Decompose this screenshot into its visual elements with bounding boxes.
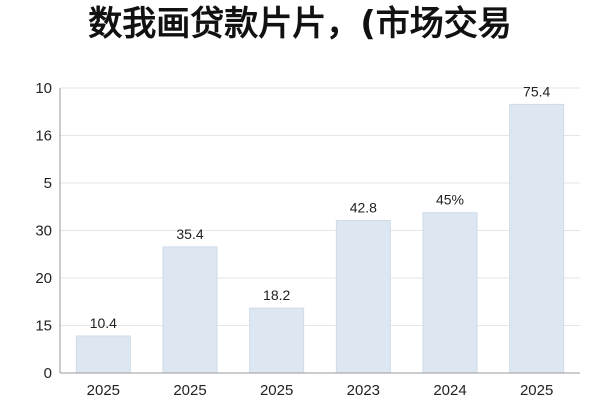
y-tick-label: 16	[35, 128, 52, 145]
y-tick-label: 20	[35, 270, 52, 287]
bar	[162, 246, 218, 374]
y-tick-label: 0	[44, 365, 52, 382]
x-tick-label: 2024	[433, 382, 466, 399]
x-tick-labels: 2025 2025 2025 2023 2024 2025	[87, 382, 554, 399]
data-label: 75.4	[523, 83, 550, 99]
bar	[335, 220, 391, 374]
y-tick-label: 10	[35, 80, 52, 97]
bar	[249, 307, 305, 374]
data-label: 18.2	[263, 287, 290, 303]
data-label: 35.4	[176, 226, 203, 242]
x-tick-label: 2025	[260, 382, 293, 399]
data-labels: 10.4 35.4 18.2 42.8 45% 75.4	[90, 83, 551, 331]
bars	[75, 103, 565, 374]
y-tick-label: 30	[35, 223, 52, 240]
y-tick-label: 5	[44, 175, 52, 192]
data-label: 42.8	[350, 200, 377, 216]
x-tick-label: 2025	[87, 382, 120, 399]
chart-title: 数我画贷款片片，(市场交易	[88, 4, 512, 44]
bar	[509, 103, 565, 374]
data-label: 10.4	[90, 315, 117, 331]
y-tick-labels: 0 15 20 30 5 16 10	[35, 80, 52, 382]
x-tick-label: 2025	[173, 382, 206, 399]
x-tick-label: 2023	[347, 382, 380, 399]
bar	[422, 212, 478, 374]
axes	[59, 88, 580, 374]
bar	[75, 335, 131, 374]
x-tick-label: 2025	[520, 382, 553, 399]
data-label: 45%	[436, 192, 464, 208]
y-tick-label: 15	[35, 318, 52, 335]
grid-lines	[60, 87, 580, 326]
